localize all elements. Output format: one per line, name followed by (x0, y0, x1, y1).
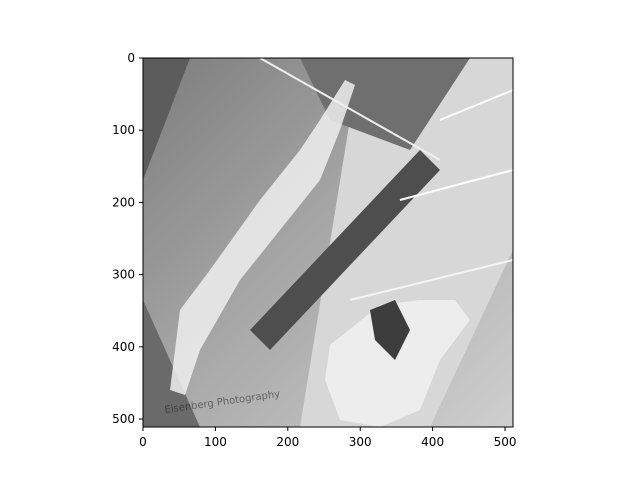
x-tick-label: 300 (349, 435, 372, 449)
x-tick-label: 0 (139, 435, 147, 449)
x-tick-label: 100 (204, 435, 227, 449)
x-tick-label: 500 (494, 435, 517, 449)
image-content (143, 58, 513, 427)
axes-frame (142, 57, 514, 428)
y-tick-label: 400 (112, 340, 135, 354)
x-tick-label: 400 (421, 435, 444, 449)
y-tick-label: 500 (112, 412, 135, 426)
x-tick-label: 200 (276, 435, 299, 449)
y-tick-label: 200 (112, 195, 135, 209)
y-tick-label: 0 (127, 51, 135, 65)
x-axis: 0 100 200 300 400 500 (139, 427, 516, 449)
y-axis: 0 100 200 300 400 500 (112, 51, 143, 426)
y-tick-label: 100 (112, 123, 135, 137)
y-tick-label: 300 (112, 268, 135, 282)
